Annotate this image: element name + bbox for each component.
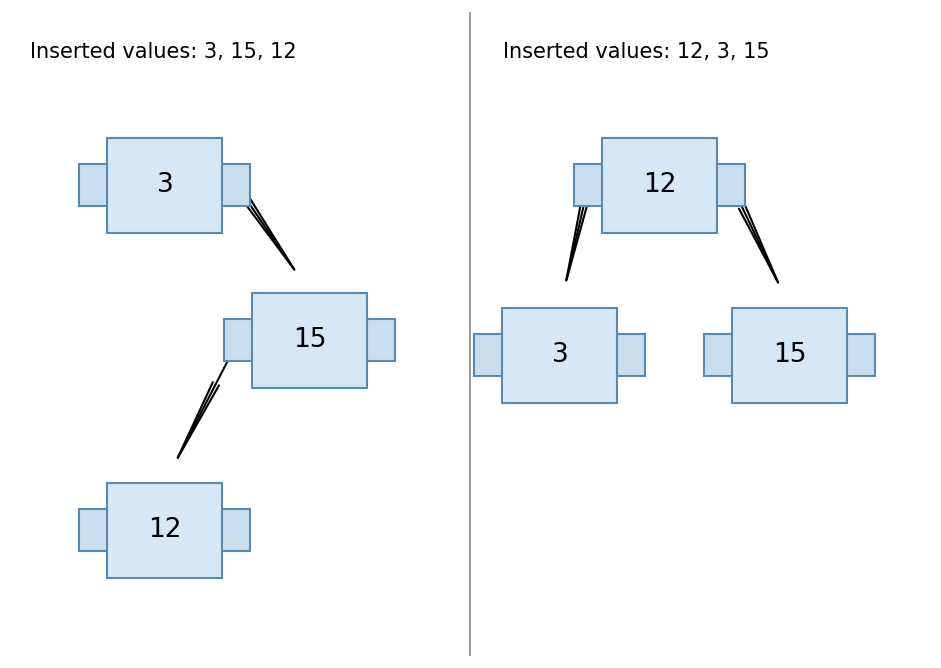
Bar: [368, 319, 395, 361]
Bar: [79, 509, 107, 551]
Bar: [717, 164, 745, 206]
Bar: [107, 482, 222, 578]
Text: 12: 12: [644, 172, 677, 198]
Bar: [732, 307, 848, 403]
Bar: [222, 509, 250, 551]
Bar: [79, 164, 107, 206]
Text: 3: 3: [156, 172, 173, 198]
Bar: [848, 334, 875, 376]
Bar: [252, 293, 368, 387]
Bar: [705, 334, 732, 376]
Text: 15: 15: [294, 327, 327, 353]
Text: 12: 12: [149, 517, 182, 543]
Bar: [602, 138, 717, 232]
Bar: [474, 334, 502, 376]
Text: Inserted values: 12, 3, 15: Inserted values: 12, 3, 15: [503, 42, 770, 62]
Bar: [617, 334, 646, 376]
Bar: [225, 319, 252, 361]
Bar: [575, 164, 602, 206]
Bar: [502, 307, 617, 403]
Text: 15: 15: [774, 342, 806, 368]
Bar: [222, 164, 250, 206]
Text: Inserted values: 3, 15, 12: Inserted values: 3, 15, 12: [30, 42, 296, 62]
Text: 3: 3: [551, 342, 568, 368]
Bar: [107, 138, 222, 232]
